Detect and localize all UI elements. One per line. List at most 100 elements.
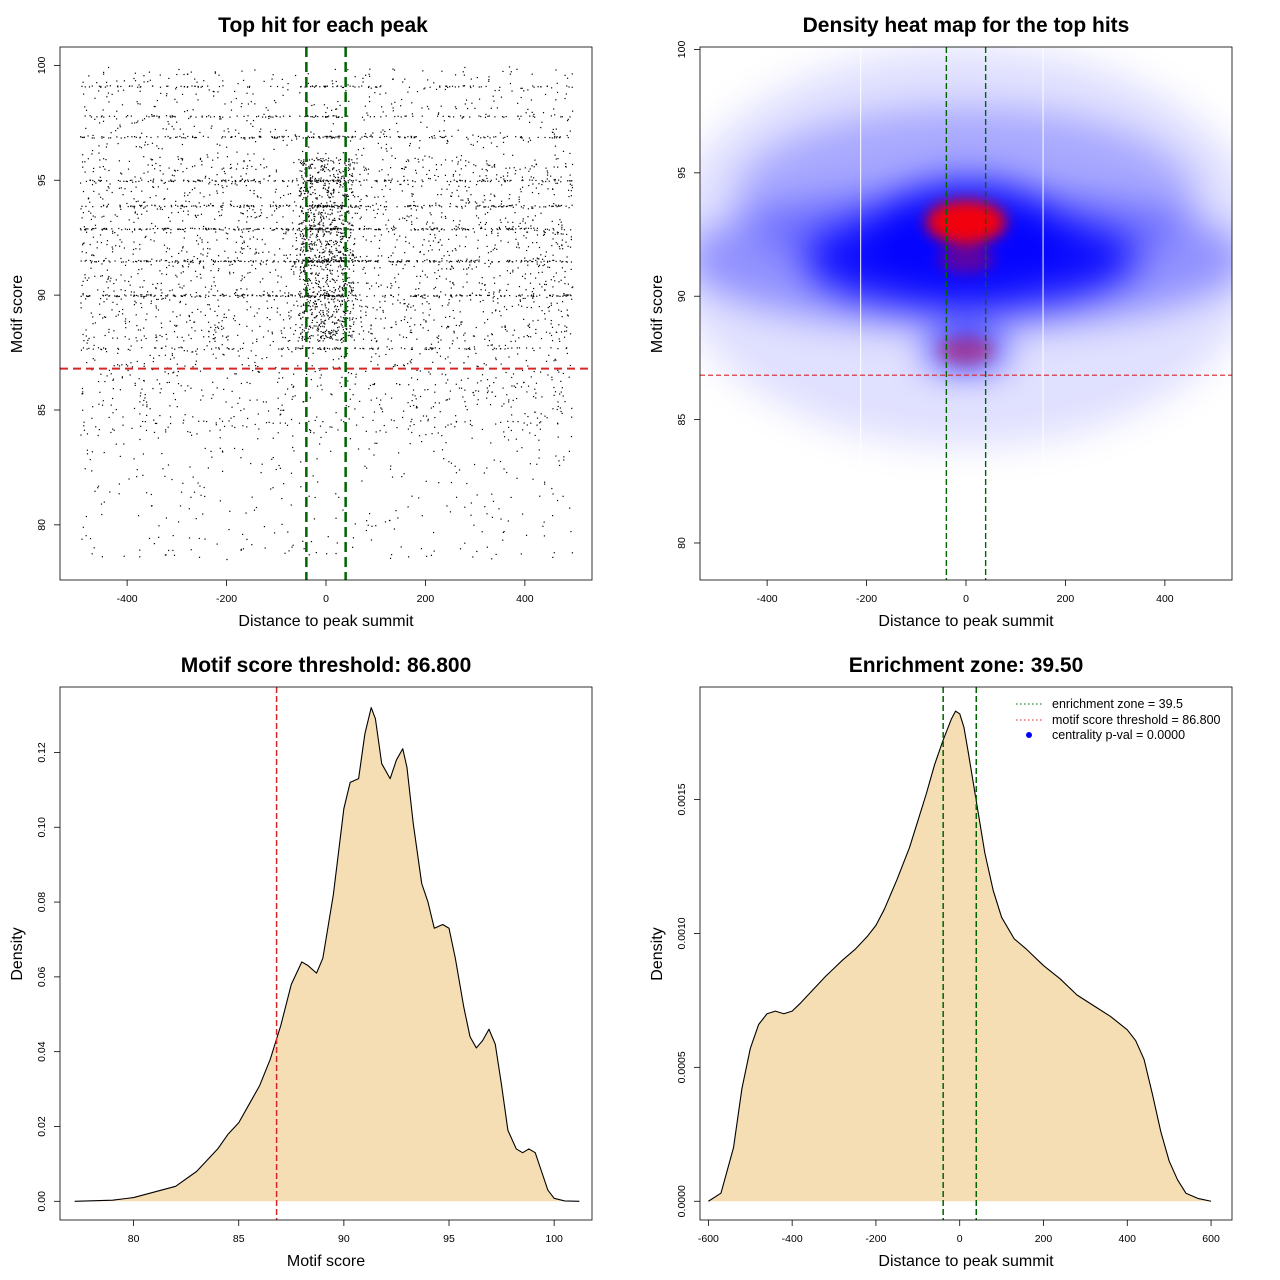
scatter-point	[241, 178, 243, 180]
scatter-point	[419, 395, 422, 398]
scatter-point	[502, 206, 504, 208]
scatter-point	[184, 227, 186, 230]
scatter-point	[147, 261, 149, 263]
scatter-point	[403, 318, 406, 321]
scatter-point	[177, 370, 179, 373]
scatter-point	[345, 90, 347, 92]
scatter-point	[252, 125, 254, 128]
scatter-point	[309, 347, 311, 349]
scatter-point	[537, 86, 539, 88]
scatter-point	[287, 230, 289, 232]
scatter-point	[451, 296, 453, 298]
scatter-point	[194, 296, 196, 298]
scatter-point	[136, 469, 138, 471]
scatter-point	[425, 347, 427, 349]
scatter-point	[365, 261, 367, 263]
scatter-point	[439, 355, 442, 357]
scatter-point	[566, 294, 568, 296]
scatter-point	[484, 223, 486, 226]
scatter-point	[104, 86, 106, 88]
scatter-point	[244, 138, 246, 140]
scatter-point	[322, 115, 324, 118]
scatter-point	[486, 513, 488, 515]
scatter-point	[196, 234, 199, 237]
scatter-point	[269, 319, 271, 321]
scatter-point	[256, 312, 258, 314]
scatter-point	[399, 261, 401, 263]
scatter-point	[302, 540, 304, 542]
scatter-point	[265, 260, 268, 262]
scatter-point	[346, 228, 349, 230]
scatter-point	[214, 324, 216, 326]
scatter-point	[380, 85, 382, 87]
scatter-point	[446, 139, 449, 142]
scatter-point	[440, 206, 443, 208]
scatter-point	[493, 206, 495, 208]
scatter-point	[240, 175, 242, 177]
scatter-point	[464, 185, 466, 188]
scatter-point	[348, 228, 350, 230]
scatter-point	[263, 80, 265, 82]
scatter-point	[201, 115, 203, 117]
scatter-point	[260, 164, 262, 166]
scatter-point	[197, 179, 199, 182]
scatter-point	[318, 159, 320, 161]
scatter-point	[543, 234, 545, 236]
scatter-point	[486, 467, 488, 469]
scatter-point	[352, 229, 354, 231]
scatter-point	[544, 289, 546, 291]
scatter-point	[207, 156, 209, 158]
scatter-point	[94, 490, 96, 492]
scatter-point	[335, 552, 337, 555]
scatter-point	[161, 208, 164, 211]
scatter-point	[315, 282, 317, 284]
scatter-point	[416, 405, 418, 408]
scatter-point	[272, 74, 274, 76]
scatter-point	[327, 295, 330, 297]
scatter-point	[196, 258, 199, 260]
scatter-point	[357, 282, 359, 284]
scatter-point	[503, 431, 505, 433]
scatter-point	[448, 298, 450, 301]
scatter-point	[515, 204, 517, 206]
scatter-point	[201, 389, 203, 391]
scatter-point	[238, 220, 240, 222]
scatter-point	[121, 173, 123, 175]
scatter-point	[363, 228, 366, 230]
scatter-point	[381, 169, 383, 171]
scatter-point	[527, 227, 530, 229]
scatter-point	[391, 178, 393, 180]
scatter-point	[212, 337, 214, 340]
scatter-point	[204, 177, 206, 179]
scatter-point	[90, 218, 93, 221]
scatter-point	[133, 304, 136, 306]
scatter-point	[402, 81, 404, 83]
scatter-point	[174, 261, 176, 263]
scatter-point	[110, 431, 112, 434]
scatter-point	[560, 380, 562, 382]
scatter-point	[349, 229, 351, 231]
scatter-point	[464, 348, 466, 350]
scatter-point	[142, 453, 145, 455]
scatter-point	[368, 96, 371, 98]
scatter-point	[217, 290, 219, 292]
scatter-point	[459, 115, 462, 117]
scatter-point	[160, 282, 162, 284]
scatter-point	[562, 395, 564, 397]
scatter-point	[552, 556, 554, 559]
scatter-point	[132, 261, 134, 263]
scatter-point	[458, 223, 460, 226]
scatter-point	[531, 179, 533, 181]
scatter-point	[295, 237, 298, 239]
scatter-point	[276, 311, 278, 313]
scatter-point	[106, 298, 108, 300]
scatter-point	[139, 204, 141, 206]
scatter-point	[441, 373, 443, 375]
scatter-point	[545, 180, 547, 183]
scatter-point	[335, 493, 337, 495]
scatter-point	[295, 324, 297, 326]
scatter-point	[256, 216, 258, 218]
scatter-point	[184, 192, 186, 194]
scatter-point	[331, 80, 333, 82]
scatter-point	[115, 279, 117, 281]
